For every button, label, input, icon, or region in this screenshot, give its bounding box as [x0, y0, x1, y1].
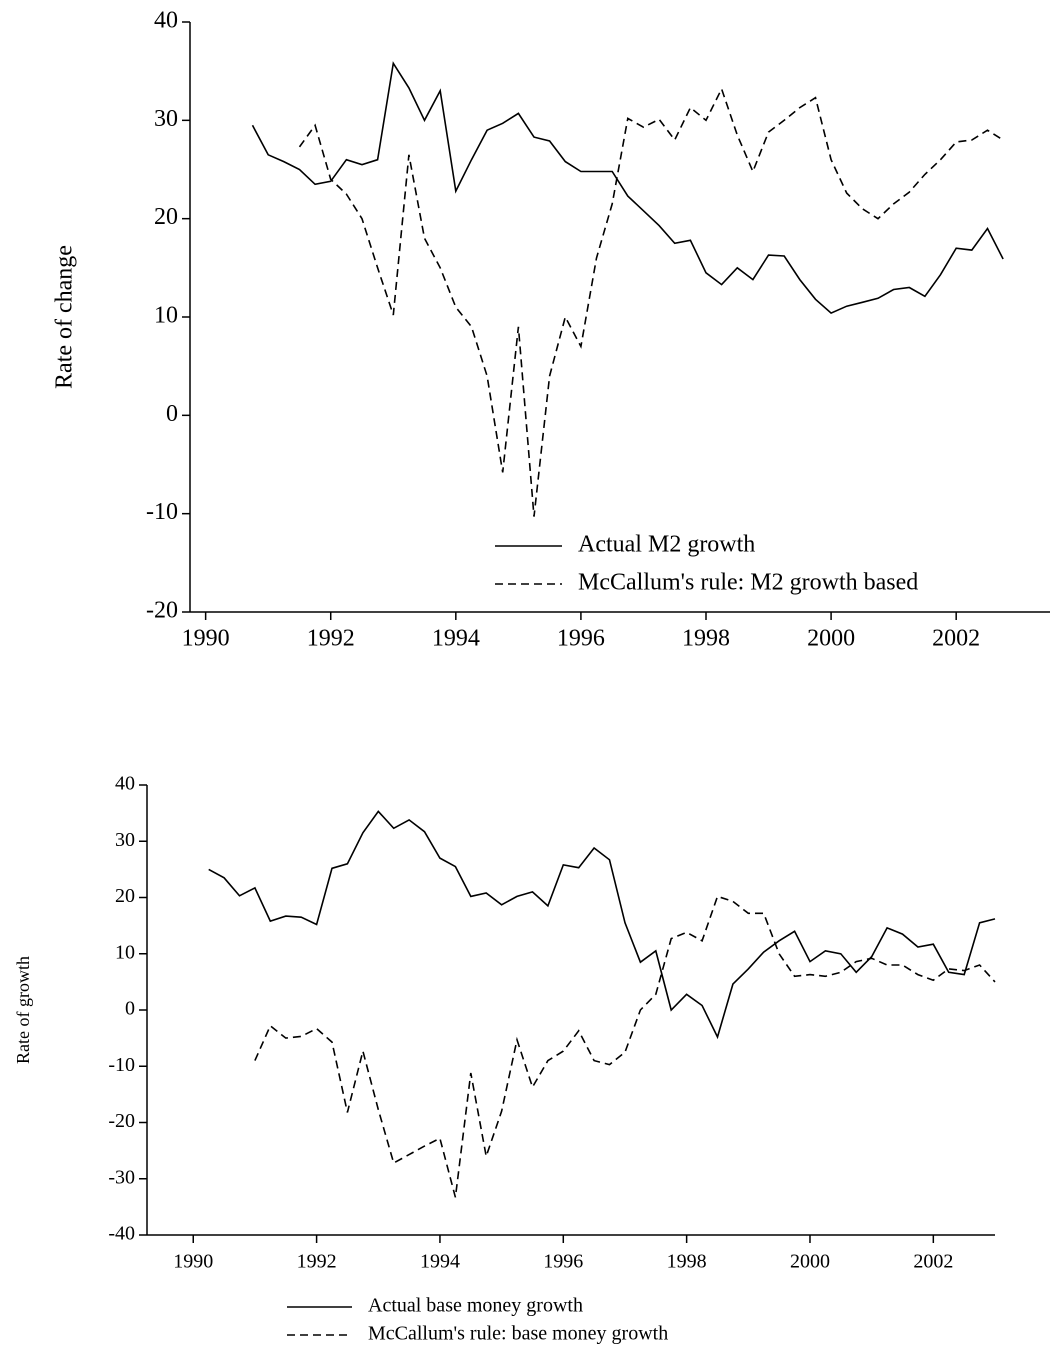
legend-label: McCallum's rule: base money growth: [368, 1323, 668, 1345]
y-tick-label: 10: [115, 941, 135, 963]
y-tick-label: -20: [146, 598, 178, 624]
y-tick-label: 0: [166, 401, 178, 427]
y-tick-label: 30: [154, 106, 178, 132]
legend-label: McCallum's rule: M2 growth based: [578, 570, 918, 596]
y-tick-label: -10: [146, 499, 178, 525]
x-tick-label: 2000: [807, 626, 855, 652]
x-tick-label: 1990: [182, 626, 230, 652]
y-tick-label: -10: [108, 1054, 135, 1076]
y-tick-label: -40: [108, 1223, 135, 1245]
y-tick-label: -20: [108, 1110, 135, 1132]
series-line: [251, 61, 1004, 315]
chart: -20 -10 0 10 20 30 40 1990 1992 1994 1996 1998 2000 2…: [52, 8, 1050, 652]
y-axis-label: Rate of growth: [13, 956, 33, 1064]
series-line: [298, 86, 1004, 517]
series-line: [254, 895, 996, 1198]
y-tick-label: 20: [154, 204, 178, 230]
y-tick-label: 10: [154, 303, 178, 329]
y-tick-label: 40: [154, 8, 178, 34]
x-tick-label: 2002: [913, 1251, 953, 1273]
legend-label: Actual M2 growth: [578, 532, 755, 558]
x-tick-label: 1996: [543, 1251, 583, 1273]
series-line: [208, 810, 996, 1040]
x-tick-label: 2000: [790, 1251, 830, 1273]
x-tick-label: 2002: [932, 626, 980, 652]
y-axis-label: Rate of change: [52, 245, 78, 389]
x-tick-label: 1992: [297, 1251, 337, 1273]
y-tick-label: 20: [115, 885, 135, 907]
legend-label: Actual base money growth: [368, 1295, 583, 1317]
x-tick-label: 1998: [682, 626, 730, 652]
y-tick-label: 40: [115, 773, 135, 795]
x-tick-label: 1994: [420, 1251, 460, 1273]
y-tick-label: 0: [125, 998, 135, 1020]
x-tick-label: 1992: [307, 626, 355, 652]
y-tick-label: -30: [108, 1166, 135, 1188]
x-tick-label: 1998: [667, 1251, 707, 1273]
x-tick-label: 1994: [432, 626, 480, 652]
y-tick-label: 30: [115, 829, 135, 851]
x-tick-label: 1990: [173, 1251, 213, 1273]
x-tick-label: 1996: [557, 626, 605, 652]
chart: -40 -30 -20 -10 0 10 20 30 40 1990 1992 1994 1996 199…: [13, 773, 996, 1345]
